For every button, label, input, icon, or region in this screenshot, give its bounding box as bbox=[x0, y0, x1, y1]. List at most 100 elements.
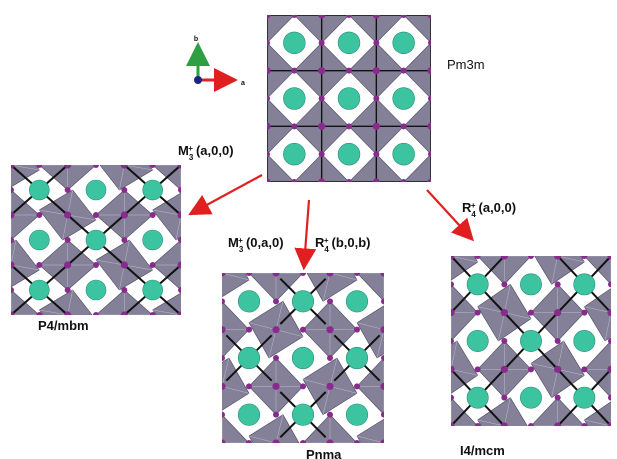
a-site-cation bbox=[29, 279, 50, 301]
a-site-cation bbox=[466, 273, 489, 296]
anion bbox=[267, 151, 270, 158]
anion bbox=[36, 165, 43, 168]
a-site-cation bbox=[466, 386, 489, 409]
anion bbox=[246, 326, 252, 333]
anion bbox=[246, 440, 252, 443]
anion bbox=[11, 237, 14, 243]
anion bbox=[149, 262, 156, 268]
anion bbox=[380, 326, 384, 334]
anion bbox=[246, 383, 252, 390]
arrow-to-i4mcm bbox=[426, 189, 474, 242]
anion bbox=[451, 394, 454, 401]
anion bbox=[272, 273, 280, 277]
anion bbox=[427, 67, 431, 75]
anion bbox=[581, 423, 588, 426]
anion bbox=[381, 355, 384, 361]
a-site-cation bbox=[283, 31, 306, 55]
anion bbox=[607, 365, 611, 373]
octahedron-edge bbox=[356, 435, 384, 443]
anion bbox=[372, 122, 380, 130]
anion bbox=[381, 411, 384, 418]
anion bbox=[326, 326, 334, 334]
anion bbox=[427, 178, 431, 182]
p4mbm-structure bbox=[11, 165, 181, 315]
label-pnma: Pnma bbox=[306, 447, 342, 459]
anion bbox=[326, 273, 334, 277]
anion bbox=[500, 256, 508, 260]
octahedron-edge bbox=[451, 340, 458, 371]
anion bbox=[554, 338, 561, 344]
anion bbox=[64, 287, 71, 293]
label-pm3m: Pm3m bbox=[447, 57, 485, 72]
anion bbox=[93, 165, 99, 168]
arrow-to-p4mbm bbox=[188, 174, 263, 216]
octahedron-edge bbox=[248, 435, 277, 443]
octahedron bbox=[222, 273, 250, 298]
a-site-cation bbox=[573, 330, 596, 352]
anion bbox=[318, 178, 326, 182]
anion bbox=[291, 179, 298, 182]
a-site-cation bbox=[573, 273, 596, 296]
anion bbox=[372, 15, 380, 19]
anion bbox=[178, 187, 181, 193]
a-site-cation bbox=[29, 179, 50, 201]
pm3m-structure bbox=[267, 15, 431, 182]
octahedron-edge bbox=[584, 306, 611, 313]
a-site-cation bbox=[520, 386, 542, 409]
a-site-cation bbox=[237, 290, 261, 313]
anion bbox=[474, 423, 481, 426]
octahedron bbox=[222, 357, 250, 411]
anion bbox=[93, 262, 99, 268]
anion bbox=[291, 67, 298, 74]
anion bbox=[121, 187, 128, 193]
anion bbox=[300, 440, 306, 443]
anion bbox=[149, 165, 156, 168]
anion bbox=[272, 326, 280, 334]
octahedron-edge bbox=[556, 256, 585, 263]
anion bbox=[354, 440, 360, 443]
anion bbox=[93, 212, 99, 218]
anion bbox=[500, 365, 508, 373]
octahedron bbox=[477, 397, 528, 426]
a-site-cation bbox=[29, 229, 50, 251]
anion bbox=[318, 67, 326, 75]
anion bbox=[222, 355, 225, 361]
label-i4mcm: I4/mcm bbox=[460, 443, 505, 458]
irrep-label-right: R4+ (a,0,0) bbox=[462, 200, 516, 219]
octahedron-edge bbox=[222, 357, 230, 388]
anion bbox=[120, 311, 128, 315]
anion bbox=[354, 326, 360, 333]
anion bbox=[608, 394, 611, 401]
a-site-cation bbox=[337, 87, 361, 110]
anion bbox=[149, 312, 156, 315]
anion bbox=[64, 237, 71, 243]
anion bbox=[11, 165, 15, 169]
anion bbox=[121, 287, 128, 293]
a-site-cation bbox=[85, 279, 107, 301]
octahedron-edge bbox=[152, 309, 181, 315]
a-site-cation bbox=[291, 290, 315, 313]
anion bbox=[500, 309, 508, 317]
anion bbox=[380, 273, 384, 277]
anion bbox=[64, 311, 72, 315]
i4mcm-structure bbox=[451, 256, 611, 426]
a-site-cation bbox=[345, 403, 369, 426]
anion bbox=[300, 383, 306, 390]
anion bbox=[500, 422, 508, 426]
anion bbox=[607, 422, 611, 426]
anion bbox=[318, 39, 325, 46]
anion bbox=[400, 15, 407, 18]
anion bbox=[11, 211, 15, 219]
octahedron-edge bbox=[175, 213, 181, 241]
octahedron-edge bbox=[504, 397, 511, 426]
anion bbox=[451, 365, 455, 373]
octahedron-edge bbox=[451, 256, 478, 263]
anion bbox=[291, 123, 298, 130]
anion bbox=[36, 312, 43, 315]
anion bbox=[273, 411, 279, 418]
anion bbox=[64, 165, 72, 169]
anion bbox=[554, 365, 562, 373]
anion bbox=[528, 423, 534, 426]
axis-a-label: a bbox=[241, 80, 245, 87]
